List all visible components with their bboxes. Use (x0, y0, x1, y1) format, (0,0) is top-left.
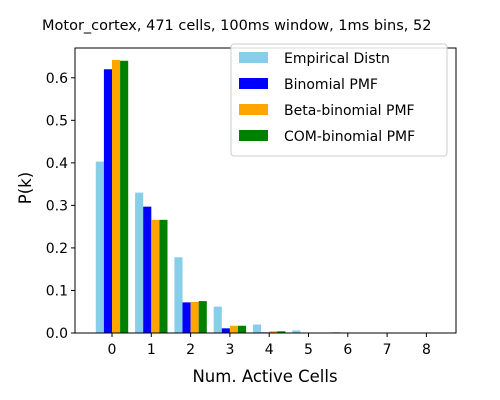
x-tick-label: 0 (108, 342, 117, 358)
bar-com-binomial-pmf-2 (198, 301, 207, 333)
y-tick-label: 0.1 (46, 283, 68, 299)
bar-com-binomial-pmf-1 (159, 219, 168, 333)
bar-empirical-distn-4 (253, 324, 262, 333)
y-tick-label: 0.5 (46, 113, 68, 129)
legend-swatch (239, 104, 268, 115)
x-axis-label: Num. Active Cells (192, 367, 337, 386)
bar-empirical-distn-3 (213, 306, 222, 333)
y-axis: 0.0 0.1 0.2 0.3 0.4 0.5 0.6 (46, 71, 75, 342)
legend-swatch (239, 78, 268, 89)
legend-swatch (239, 52, 268, 63)
bar-empirical-distn-5 (292, 330, 301, 333)
x-tick-label: 1 (147, 342, 156, 358)
x-tick-label: 5 (304, 342, 313, 358)
x-axis: 0 1 2 3 4 5 6 7 8 (108, 333, 431, 358)
bars-layer (95, 59, 419, 334)
legend-box (230, 43, 448, 157)
y-tick-label: 0.6 (46, 71, 68, 87)
bar-binomial-pmf-1 (143, 206, 152, 333)
legend-label: Empirical Distn (284, 51, 390, 67)
x-tick-label: 2 (186, 342, 195, 358)
legend-label: Binomial PMF (284, 77, 378, 93)
bar-com-binomial-pmf-0 (120, 60, 129, 333)
chart-title: Motor_cortex, 471 cells, 100ms window, 1… (42, 18, 431, 34)
bar-empirical-distn-0 (95, 161, 104, 333)
bar-com-binomial-pmf-4 (277, 331, 286, 333)
bar-beta-binomial-pmf-3 (229, 325, 238, 333)
x-tick-label: 6 (343, 342, 352, 358)
bar-beta-binomial-pmf-2 (190, 301, 199, 333)
y-tick-label: 0.3 (46, 198, 68, 214)
legend-label: Beta-binomial PMF (284, 103, 415, 119)
y-axis-label: P(k) (16, 172, 35, 204)
x-tick-label: 7 (383, 342, 392, 358)
bar-empirical-distn-2 (174, 257, 183, 333)
bar-beta-binomial-pmf-1 (151, 219, 160, 333)
bar-com-binomial-pmf-3 (238, 325, 247, 333)
x-tick-label: 8 (422, 342, 431, 358)
y-tick-label: 0.4 (46, 156, 68, 172)
y-tick-label: 0.2 (46, 241, 68, 257)
bar-beta-binomial-pmf-4 (269, 331, 278, 333)
y-tick-label: 0.0 (46, 326, 68, 342)
bar-binomial-pmf-2 (182, 302, 191, 333)
legend-label: COM-binomial PMF (284, 129, 415, 145)
x-tick-label: 4 (265, 342, 274, 358)
bar-binomial-pmf-0 (103, 69, 112, 334)
legend: Empirical Distn Binomial PMF Beta-binomial… (230, 43, 448, 157)
bar-beta-binomial-pmf-0 (112, 59, 121, 333)
bar-empirical-distn-1 (135, 192, 144, 333)
bar-binomial-pmf-3 (221, 328, 230, 333)
legend-swatch (239, 130, 268, 141)
x-tick-label: 3 (225, 342, 234, 358)
